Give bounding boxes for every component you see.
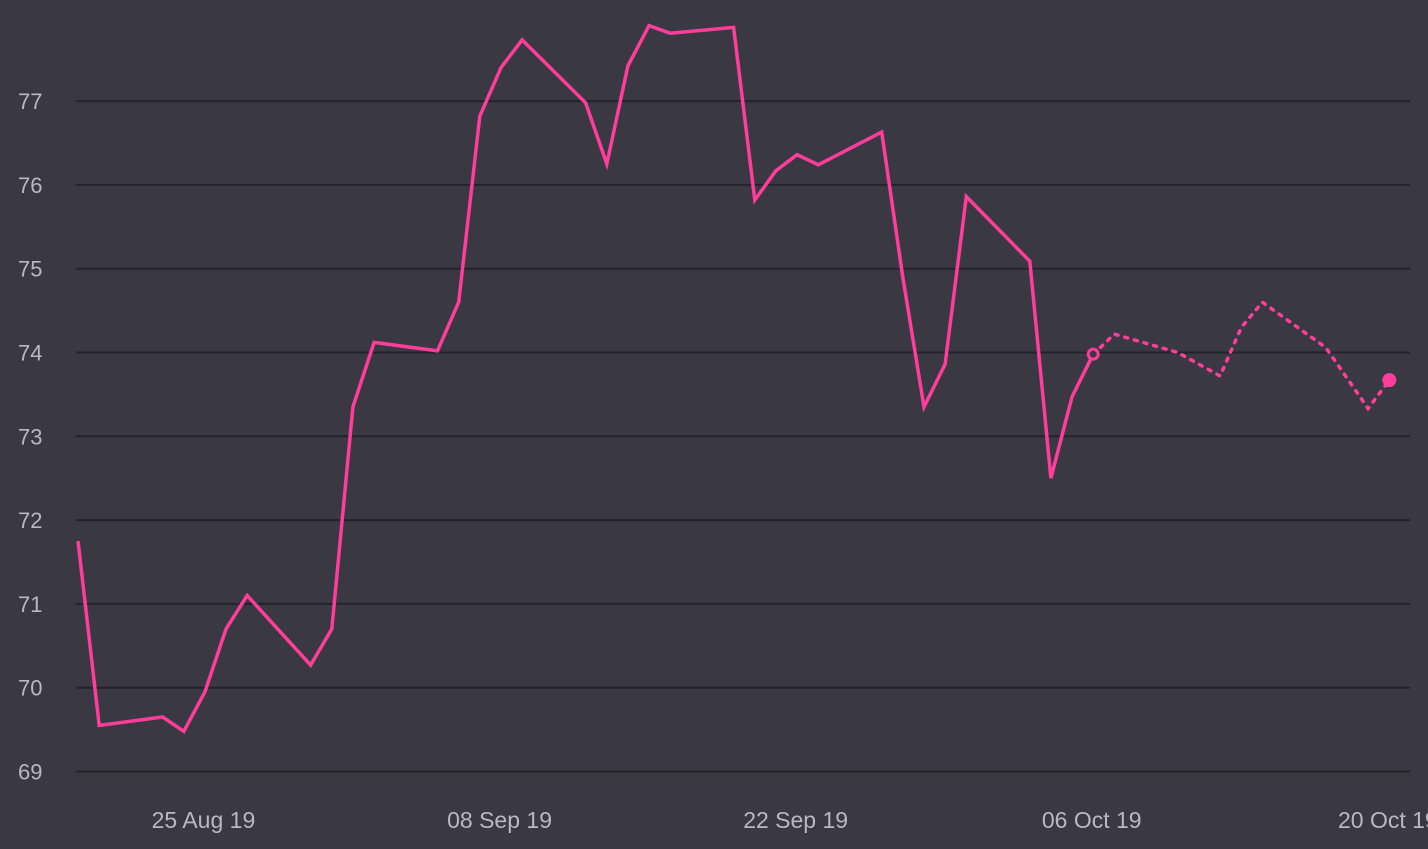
y-tick-label: 77 bbox=[18, 89, 42, 114]
y-tick-label: 69 bbox=[18, 760, 42, 785]
forecast-end-marker bbox=[1382, 373, 1397, 388]
x-tick-label: 06 Oct 19 bbox=[1042, 807, 1142, 833]
price-series-line bbox=[76, 23, 1095, 734]
y-axis: 69 70 71 72 73 74 75 76 77 bbox=[18, 89, 42, 784]
y-tick-label: 71 bbox=[18, 592, 42, 617]
x-tick-label: 25 Aug 19 bbox=[152, 807, 256, 833]
y-tick-label: 74 bbox=[18, 341, 42, 366]
y-tick-label: 70 bbox=[18, 676, 42, 701]
x-tick-label: 22 Sep 19 bbox=[743, 807, 848, 833]
forecast-start-marker bbox=[1086, 347, 1100, 361]
x-tick-label: 08 Sep 19 bbox=[447, 807, 552, 833]
plot-area bbox=[76, 23, 1397, 734]
y-tick-label: 76 bbox=[18, 173, 42, 198]
x-axis: 25 Aug 19 08 Sep 19 22 Sep 19 06 Oct 19 20 O… bbox=[152, 807, 1428, 833]
y-tick-label: 72 bbox=[18, 508, 42, 533]
y-tick-label: 75 bbox=[18, 257, 42, 282]
forecast-series-line bbox=[1091, 299, 1392, 412]
x-tick-label: 20 Oct 19 bbox=[1338, 807, 1428, 833]
grid-lines bbox=[76, 100, 1410, 773]
y-tick-label: 73 bbox=[18, 424, 42, 449]
